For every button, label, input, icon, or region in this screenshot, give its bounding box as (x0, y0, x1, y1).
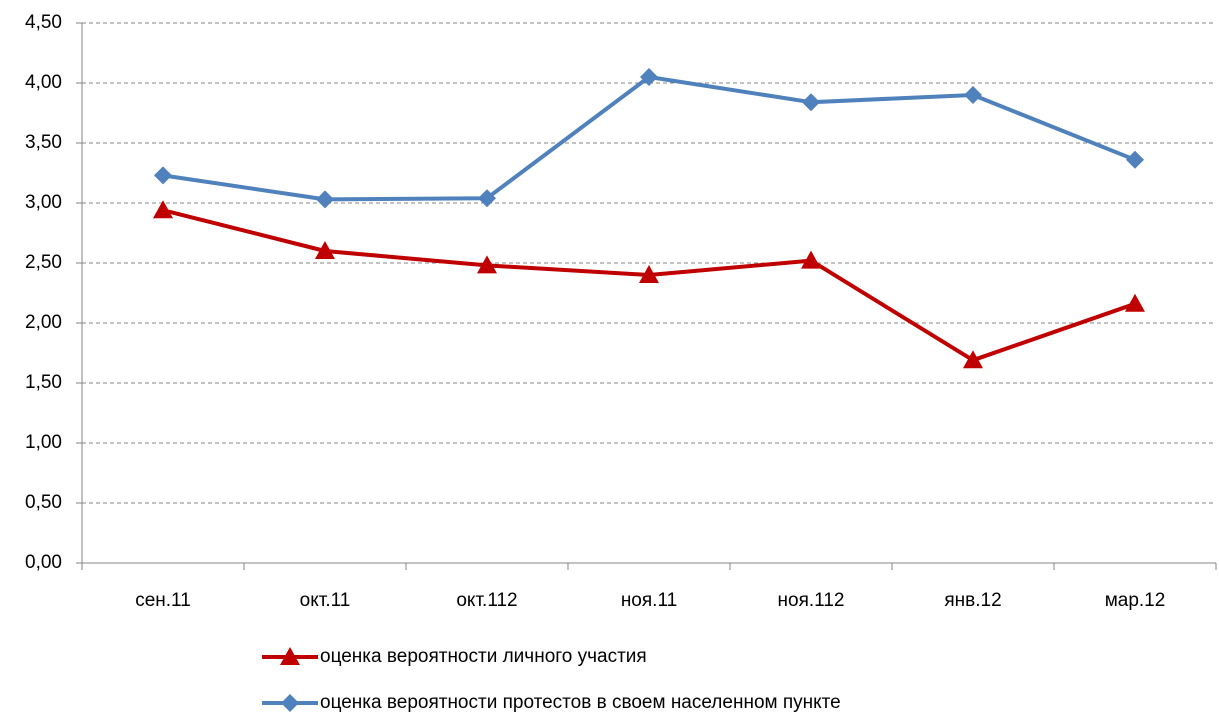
x-tick-label: ноя.11 (621, 590, 677, 611)
x-tick-label: окт.11 (300, 590, 351, 611)
y-tick-label: 2,00 (25, 312, 62, 333)
marker (316, 190, 334, 209)
y-tick-label: 4,00 (25, 72, 62, 93)
marker (640, 68, 658, 86)
x-tick-label: сен.11 (135, 590, 191, 611)
marker (963, 350, 983, 369)
marker (478, 189, 496, 208)
y-tick-label: 1,00 (25, 432, 62, 453)
y-tick-label: 3,50 (25, 132, 62, 153)
marker (477, 255, 497, 274)
marker (1125, 293, 1145, 312)
x-tick-label: окт.112 (456, 590, 517, 611)
y-tick-label: 3,00 (25, 192, 62, 213)
y-tick-label: 0,00 (25, 552, 62, 573)
marker (153, 200, 173, 219)
series-line (162, 208, 1136, 363)
x-tick-label: ноя.112 (778, 590, 845, 611)
marker (801, 250, 821, 269)
marker (315, 241, 335, 259)
y-tick-label: 2,50 (25, 252, 62, 273)
x-tick-label: янв.12 (944, 590, 1001, 611)
marker (964, 86, 982, 104)
y-tick-label: 0,50 (25, 492, 62, 513)
legend-label: оценка вероятности личного участия (320, 646, 647, 667)
legend-label: оценка вероятности протестов в своем нас… (320, 692, 841, 713)
y-tick-label: 4,50 (25, 12, 62, 33)
marker (154, 166, 172, 185)
x-tick-label: мар.12 (1105, 590, 1166, 611)
marker (1126, 150, 1144, 169)
series-line (162, 75, 1136, 202)
marker (280, 647, 300, 665)
y-tick-label: 1,50 (25, 372, 62, 393)
marker (802, 93, 820, 112)
marker (639, 265, 659, 283)
marker (281, 694, 299, 712)
